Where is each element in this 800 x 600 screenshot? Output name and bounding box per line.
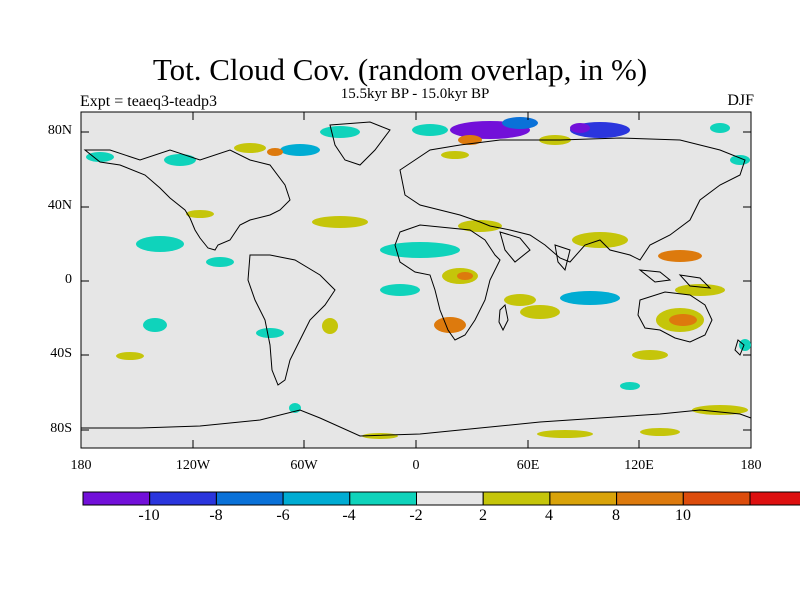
lat-label-40s: 40S xyxy=(50,346,72,361)
colorbar xyxy=(82,491,800,506)
colorbar-label: 10 xyxy=(675,507,691,524)
colorbar-label: 4 xyxy=(545,507,553,524)
lon-label-180w: 180 xyxy=(70,458,92,473)
colorbar-box xyxy=(482,491,551,506)
season-label: DJF xyxy=(727,92,754,109)
lon-label-180e: 180 xyxy=(740,458,762,473)
colorbar-label: -6 xyxy=(276,507,290,524)
lon-label-120e: 120E xyxy=(624,458,654,473)
experiment-label: Expt = teaeq3-teadp3 xyxy=(80,93,217,110)
coastlines xyxy=(81,121,752,437)
colorbar-box xyxy=(416,491,484,506)
colorbar-label: 8 xyxy=(612,507,620,524)
colorbar-box xyxy=(549,491,618,506)
colorbar-box xyxy=(682,491,751,506)
colorbar-box xyxy=(282,491,351,506)
lat-label-80s: 80S xyxy=(50,421,72,436)
lat-label-0: 0 xyxy=(65,272,72,287)
colorbar-label: -4 xyxy=(342,507,356,524)
colorbar-box xyxy=(349,491,417,506)
map-title: Tot. Cloud Cov. (random overlap, in %) xyxy=(152,52,648,87)
lon-label-0: 0 xyxy=(412,458,420,473)
colorbar-label: -8 xyxy=(209,507,223,524)
lon-label-60w: 60W xyxy=(290,458,318,473)
lon-label-120w: 120W xyxy=(175,458,211,473)
lat-label-40n: 40N xyxy=(47,198,72,213)
lat-label-80n: 80N xyxy=(47,123,72,138)
colorbar-box xyxy=(616,491,684,506)
axis-ticks xyxy=(80,112,752,448)
lon-label-60e: 60E xyxy=(516,458,540,473)
cloud-anomaly-patches xyxy=(86,117,751,439)
colorbar-box xyxy=(149,491,217,506)
map-subtitle: 15.5kyr BP - 15.0kyr BP xyxy=(340,86,490,102)
map-panel xyxy=(80,111,752,449)
colorbar-label: -10 xyxy=(138,507,160,524)
colorbar-box xyxy=(749,491,800,506)
colorbar-label: 2 xyxy=(479,507,487,524)
colorbar-box xyxy=(82,491,151,506)
colorbar-box xyxy=(215,491,284,506)
colorbar-label: -2 xyxy=(409,507,423,524)
